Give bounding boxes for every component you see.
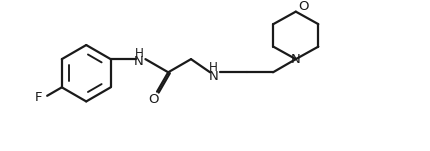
Text: O: O — [298, 0, 309, 13]
Text: F: F — [35, 91, 43, 104]
Text: N: N — [209, 71, 219, 84]
Text: N: N — [291, 53, 301, 66]
Text: H: H — [209, 61, 218, 74]
Text: N: N — [134, 55, 144, 67]
Text: H: H — [135, 47, 143, 60]
Text: O: O — [148, 93, 159, 106]
